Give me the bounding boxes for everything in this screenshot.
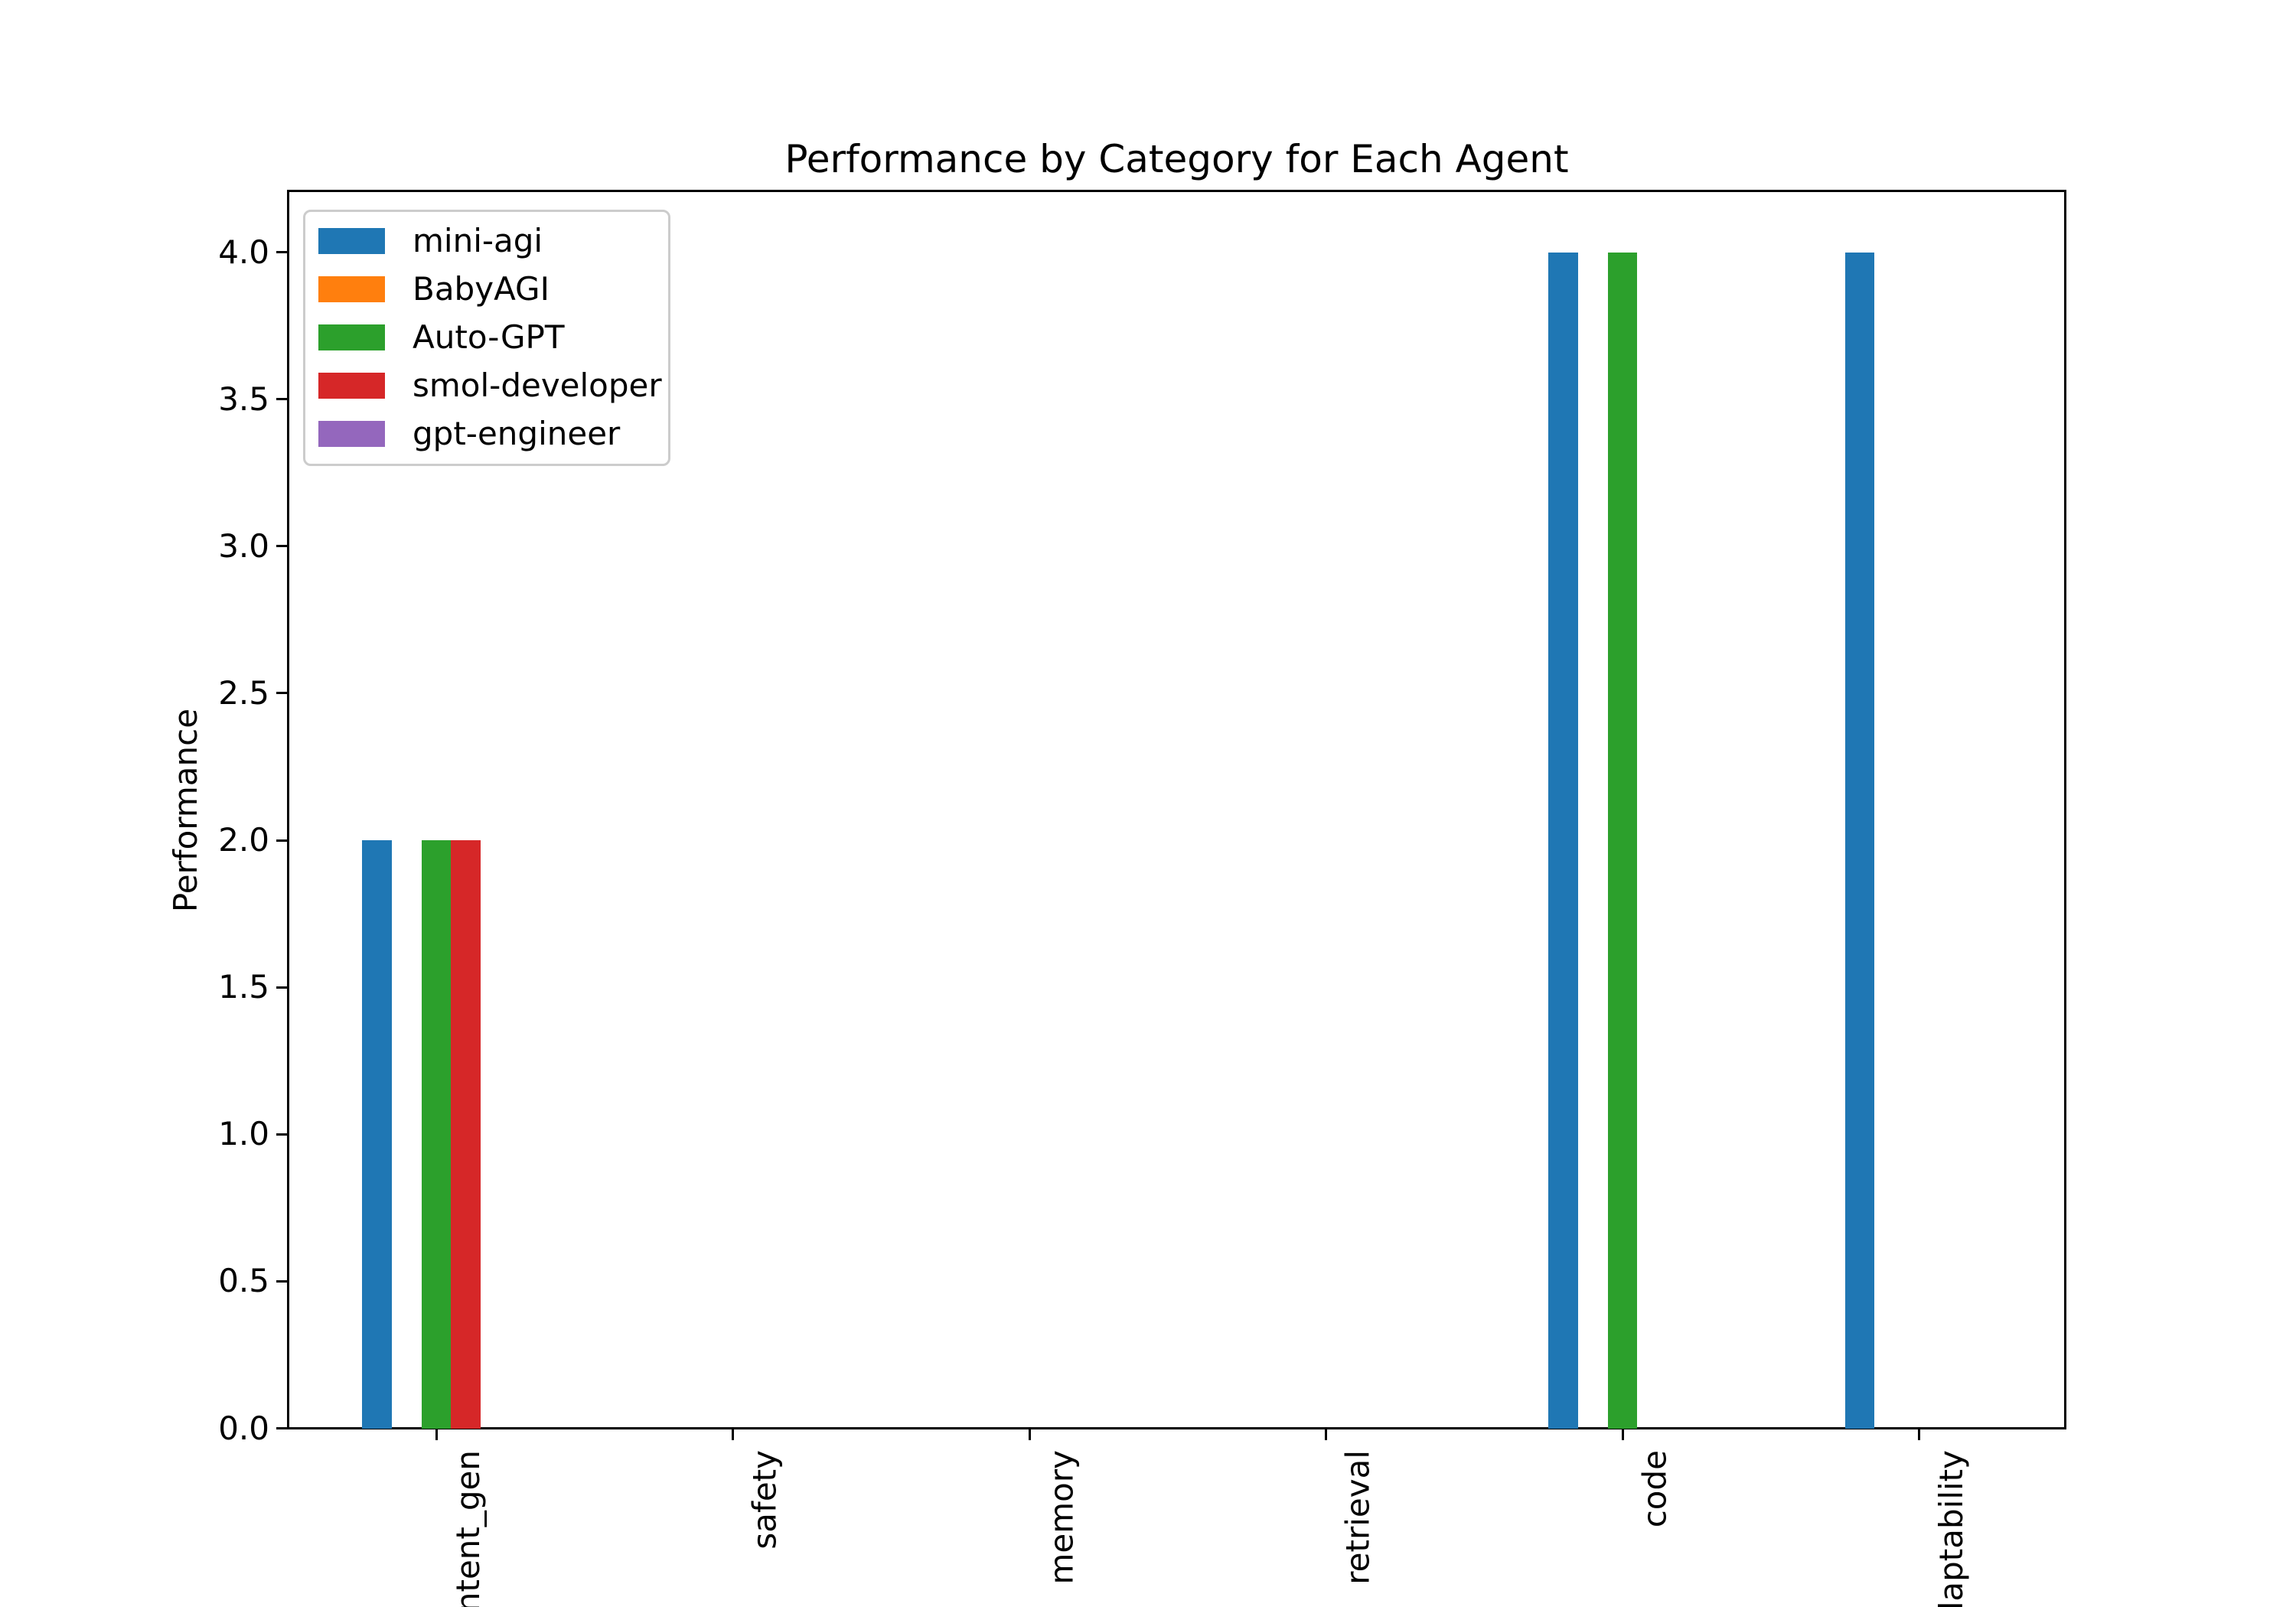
xtick-mark-safety bbox=[732, 1429, 734, 1440]
xtick-label-memory: memory bbox=[1042, 1450, 1080, 1585]
ytick-mark-2.5 bbox=[276, 692, 287, 695]
bar-mini-agi-content_gen bbox=[362, 840, 392, 1429]
legend-item-gpt-engineer: gpt-engineer bbox=[318, 409, 668, 458]
xtick-label-safety: safety bbox=[745, 1450, 784, 1550]
chart-title: Performance by Category for Each Agent bbox=[784, 137, 1569, 181]
legend-swatch-Auto-GPT bbox=[318, 324, 385, 350]
bar-mini-agi-code bbox=[1548, 252, 1578, 1429]
ytick-label-2.0: 2.0 bbox=[218, 821, 269, 859]
legend-swatch-smol-developer bbox=[318, 372, 385, 399]
legend-swatch-mini-agi bbox=[318, 227, 385, 254]
legend-item-Auto-GPT: Auto-GPT bbox=[318, 313, 668, 361]
ytick-mark-2.0 bbox=[276, 839, 287, 842]
legend-item-mini-agi: mini-agi bbox=[318, 217, 668, 265]
ytick-mark-4.0 bbox=[276, 251, 287, 253]
xtick-mark-code bbox=[1621, 1429, 1624, 1440]
legend-label-BabyAGI: BabyAGI bbox=[413, 269, 550, 308]
ytick-mark-1.0 bbox=[276, 1133, 287, 1136]
ytick-label-4.0: 4.0 bbox=[218, 233, 269, 271]
ytick-label-2.5: 2.5 bbox=[218, 673, 269, 712]
ytick-label-1.5: 1.5 bbox=[218, 968, 269, 1006]
legend-label-mini-agi: mini-agi bbox=[413, 221, 543, 259]
bar-mini-agi-adaptability bbox=[1844, 252, 1875, 1429]
ytick-label-3.5: 3.5 bbox=[218, 380, 269, 418]
bar-Auto-GPT-code bbox=[1607, 252, 1638, 1429]
legend-swatch-BabyAGI bbox=[318, 275, 385, 302]
ytick-label-1.0: 1.0 bbox=[218, 1115, 269, 1153]
xtick-mark-content_gen bbox=[435, 1429, 438, 1440]
xtick-mark-retrieval bbox=[1325, 1429, 1327, 1440]
bar-smol-developer-content_gen bbox=[451, 840, 481, 1429]
ytick-label-0.0: 0.0 bbox=[218, 1409, 269, 1447]
legend-label-smol-developer: smol-developer bbox=[413, 366, 662, 404]
ytick-label-0.5: 0.5 bbox=[218, 1262, 269, 1300]
xtick-mark-adaptability bbox=[1918, 1429, 1920, 1440]
xtick-label-content_gen: content_gen bbox=[449, 1450, 487, 1607]
xtick-mark-memory bbox=[1028, 1429, 1031, 1440]
legend-item-BabyAGI: BabyAGI bbox=[318, 265, 668, 313]
ytick-mark-3.5 bbox=[276, 398, 287, 401]
xtick-label-code: code bbox=[1636, 1450, 1673, 1528]
bar-Auto-GPT-content_gen bbox=[421, 840, 452, 1429]
ytick-mark-0.0 bbox=[276, 1427, 287, 1429]
legend-label-Auto-GPT: Auto-GPT bbox=[413, 318, 565, 356]
xtick-label-retrieval: retrieval bbox=[1339, 1450, 1377, 1585]
ytick-mark-1.5 bbox=[276, 986, 287, 989]
ytick-mark-0.5 bbox=[276, 1279, 287, 1283]
xtick-label-adaptability: adaptability bbox=[1932, 1450, 1970, 1607]
legend: mini-agi BabyAGI Auto-GPT smol-developer gpt… bbox=[303, 210, 670, 466]
legend-label-gpt-engineer: gpt-engineer bbox=[413, 414, 621, 452]
ytick-label-3.0: 3.0 bbox=[218, 526, 269, 565]
legend-swatch-gpt-engineer bbox=[318, 420, 385, 447]
ytick-mark-3.0 bbox=[276, 545, 287, 548]
legend-item-smol-developer: smol-developer bbox=[318, 361, 668, 409]
